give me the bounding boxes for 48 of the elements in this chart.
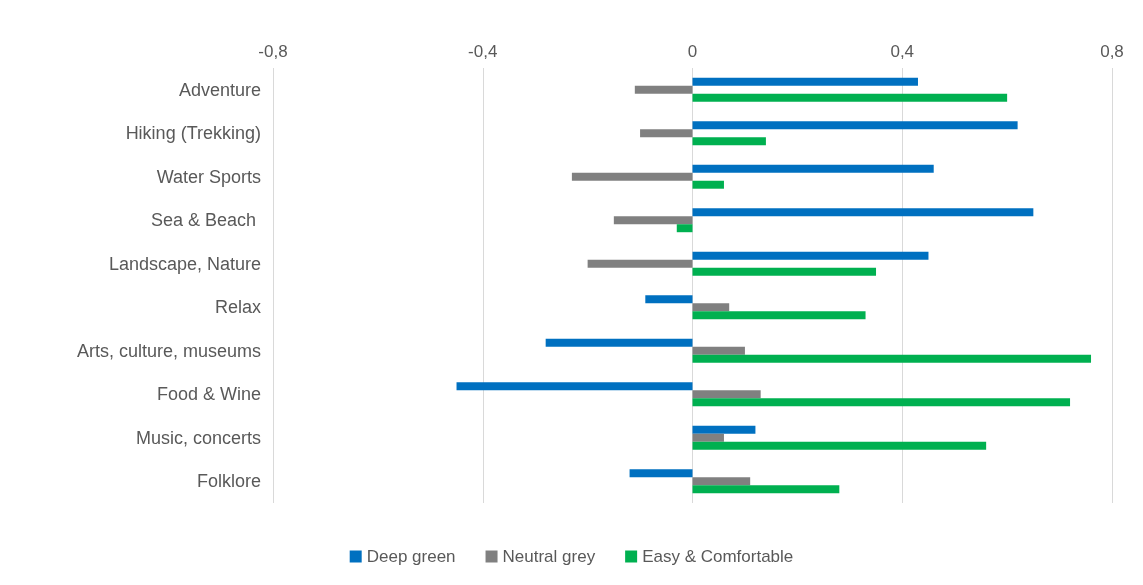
bar <box>692 267 877 276</box>
bar <box>692 398 1071 407</box>
x-tick-label: 0,8 <box>1100 42 1124 61</box>
bar <box>692 251 929 260</box>
bar <box>692 93 1008 102</box>
x-tick-label: -0,8 <box>258 42 288 61</box>
bar <box>676 224 693 233</box>
bar <box>692 208 1034 217</box>
bar <box>692 303 730 312</box>
bar <box>692 390 761 399</box>
bar <box>571 172 693 181</box>
bar <box>613 216 693 225</box>
bar <box>692 77 918 86</box>
bar <box>456 382 693 391</box>
bar <box>545 338 693 347</box>
bar <box>645 295 693 304</box>
bar <box>692 441 987 450</box>
x-tick-label: 0,4 <box>890 42 915 61</box>
bar <box>692 164 934 173</box>
y-tick-label: Relax <box>214 297 261 318</box>
bar <box>692 137 766 146</box>
bar <box>692 311 866 320</box>
y-tick-label: Music, concerts <box>135 427 261 448</box>
y-tick-label: Folklore <box>196 471 261 492</box>
legend-label: Deep green <box>366 547 456 566</box>
legend-label: Easy & Comfortable <box>642 547 794 566</box>
bar <box>692 477 751 486</box>
y-tick-label: Adventure <box>178 79 261 100</box>
x-tick-label: -0,4 <box>468 42 498 61</box>
bar <box>629 469 693 478</box>
bar <box>640 129 693 138</box>
y-tick-label: Sea & Beach <box>150 210 261 231</box>
bar <box>692 425 756 434</box>
bar <box>692 433 724 442</box>
bar <box>692 346 745 355</box>
y-tick-label: Water Sports <box>156 166 261 187</box>
x-tick-label: 0 <box>687 42 698 61</box>
bar <box>692 354 1092 363</box>
y-tick-label: Food & Wine <box>156 384 261 405</box>
bar <box>692 121 1018 130</box>
y-tick-label: Landscape, Nature <box>108 253 261 274</box>
y-tick-label: Hiking (Trekking) <box>125 123 261 144</box>
bar <box>692 485 840 494</box>
bar <box>634 85 693 94</box>
y-tick-label: Arts, culture, museums <box>76 340 261 361</box>
legend-label: Neutral grey <box>502 547 596 566</box>
bar <box>587 259 693 268</box>
bar <box>692 180 724 189</box>
